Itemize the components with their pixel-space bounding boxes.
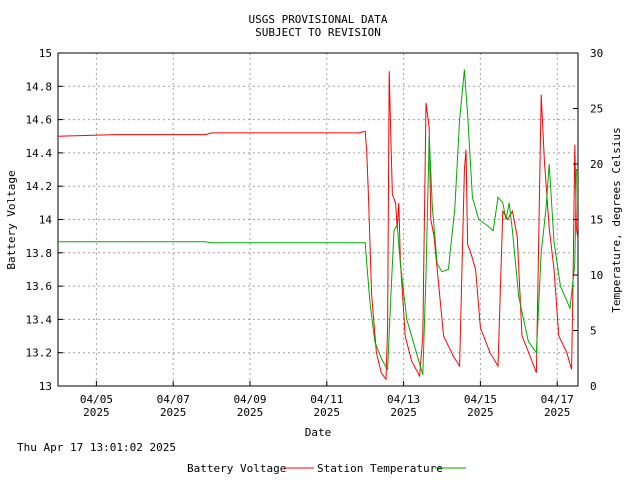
- series-layer: [57, 69, 579, 381]
- y2-tick-label: 0: [590, 380, 597, 393]
- chart-title-line-2: SUBJECT TO REVISION: [255, 26, 381, 39]
- series-line-station-temperature: [58, 69, 578, 376]
- y-tick-label: 14: [39, 214, 53, 227]
- y-axis-label: Battery Voltage: [5, 170, 18, 269]
- x-tick-label: 04/15: [464, 393, 497, 406]
- y-tick-label: 14.8: [26, 80, 53, 93]
- legend: Battery Voltage Station Temperature: [187, 462, 466, 475]
- x-tick-year: 2025: [467, 406, 494, 419]
- y-tick-label: 15: [39, 47, 52, 60]
- x-tick-year: 2025: [160, 406, 187, 419]
- x-tick-label: 04/09: [233, 393, 266, 406]
- y-tick-label: 13.4: [26, 313, 53, 326]
- y-tick-label: 13: [39, 380, 52, 393]
- legend-label: Battery Voltage: [187, 462, 286, 475]
- y2-tick-label: 25: [590, 103, 603, 116]
- x-tick-year: 2025: [544, 406, 571, 419]
- x-tick-label: 04/17: [541, 393, 574, 406]
- y-tick-label: 14.4: [26, 147, 53, 160]
- timestamp: Thu Apr 17 13:01:02 2025: [17, 441, 176, 454]
- x-tick-label: 04/11: [310, 393, 343, 406]
- x-tick-year: 2025: [314, 406, 341, 419]
- grid: [58, 53, 578, 386]
- legend-label: Station Temperature: [317, 462, 443, 475]
- y2-tick-label: 5: [590, 325, 597, 338]
- x-tick-label: 04/07: [157, 393, 190, 406]
- y-tick-label: 13.6: [26, 280, 53, 293]
- x-tick-year: 2025: [83, 406, 110, 419]
- x-axis-label: Date: [305, 426, 332, 439]
- y2-tick-label: 30: [590, 47, 603, 60]
- chart-title-line-1: USGS PROVISIONAL DATA: [248, 13, 387, 26]
- y2-tick-label: 20: [590, 158, 603, 171]
- series-line-battery-voltage: [57, 71, 579, 381]
- x-axis: 04/05202504/07202504/09202504/11202504/1…: [80, 381, 574, 419]
- x-tick-label: 04/13: [387, 393, 420, 406]
- y-tick-label: 14.2: [26, 180, 53, 193]
- x-tick-year: 2025: [237, 406, 264, 419]
- y-tick-label: 13.2: [26, 347, 53, 360]
- y2-tick-label: 10: [590, 269, 603, 282]
- y-tick-label: 14.6: [26, 114, 53, 127]
- x-tick-year: 2025: [390, 406, 417, 419]
- y-axis-right: 0 5 10 15 20 25 30: [573, 47, 603, 393]
- y-tick-label: 13.8: [26, 247, 53, 260]
- y2-tick-label: 15: [590, 214, 603, 227]
- y-axis-left: 13 13.2 13.4 13.6 13.8 14 14.2 14.4 14.6 14.8 15: [26, 47, 63, 393]
- y2-axis-label: Temperature, degrees Celsius: [610, 127, 623, 312]
- x-tick-label: 04/05: [80, 393, 113, 406]
